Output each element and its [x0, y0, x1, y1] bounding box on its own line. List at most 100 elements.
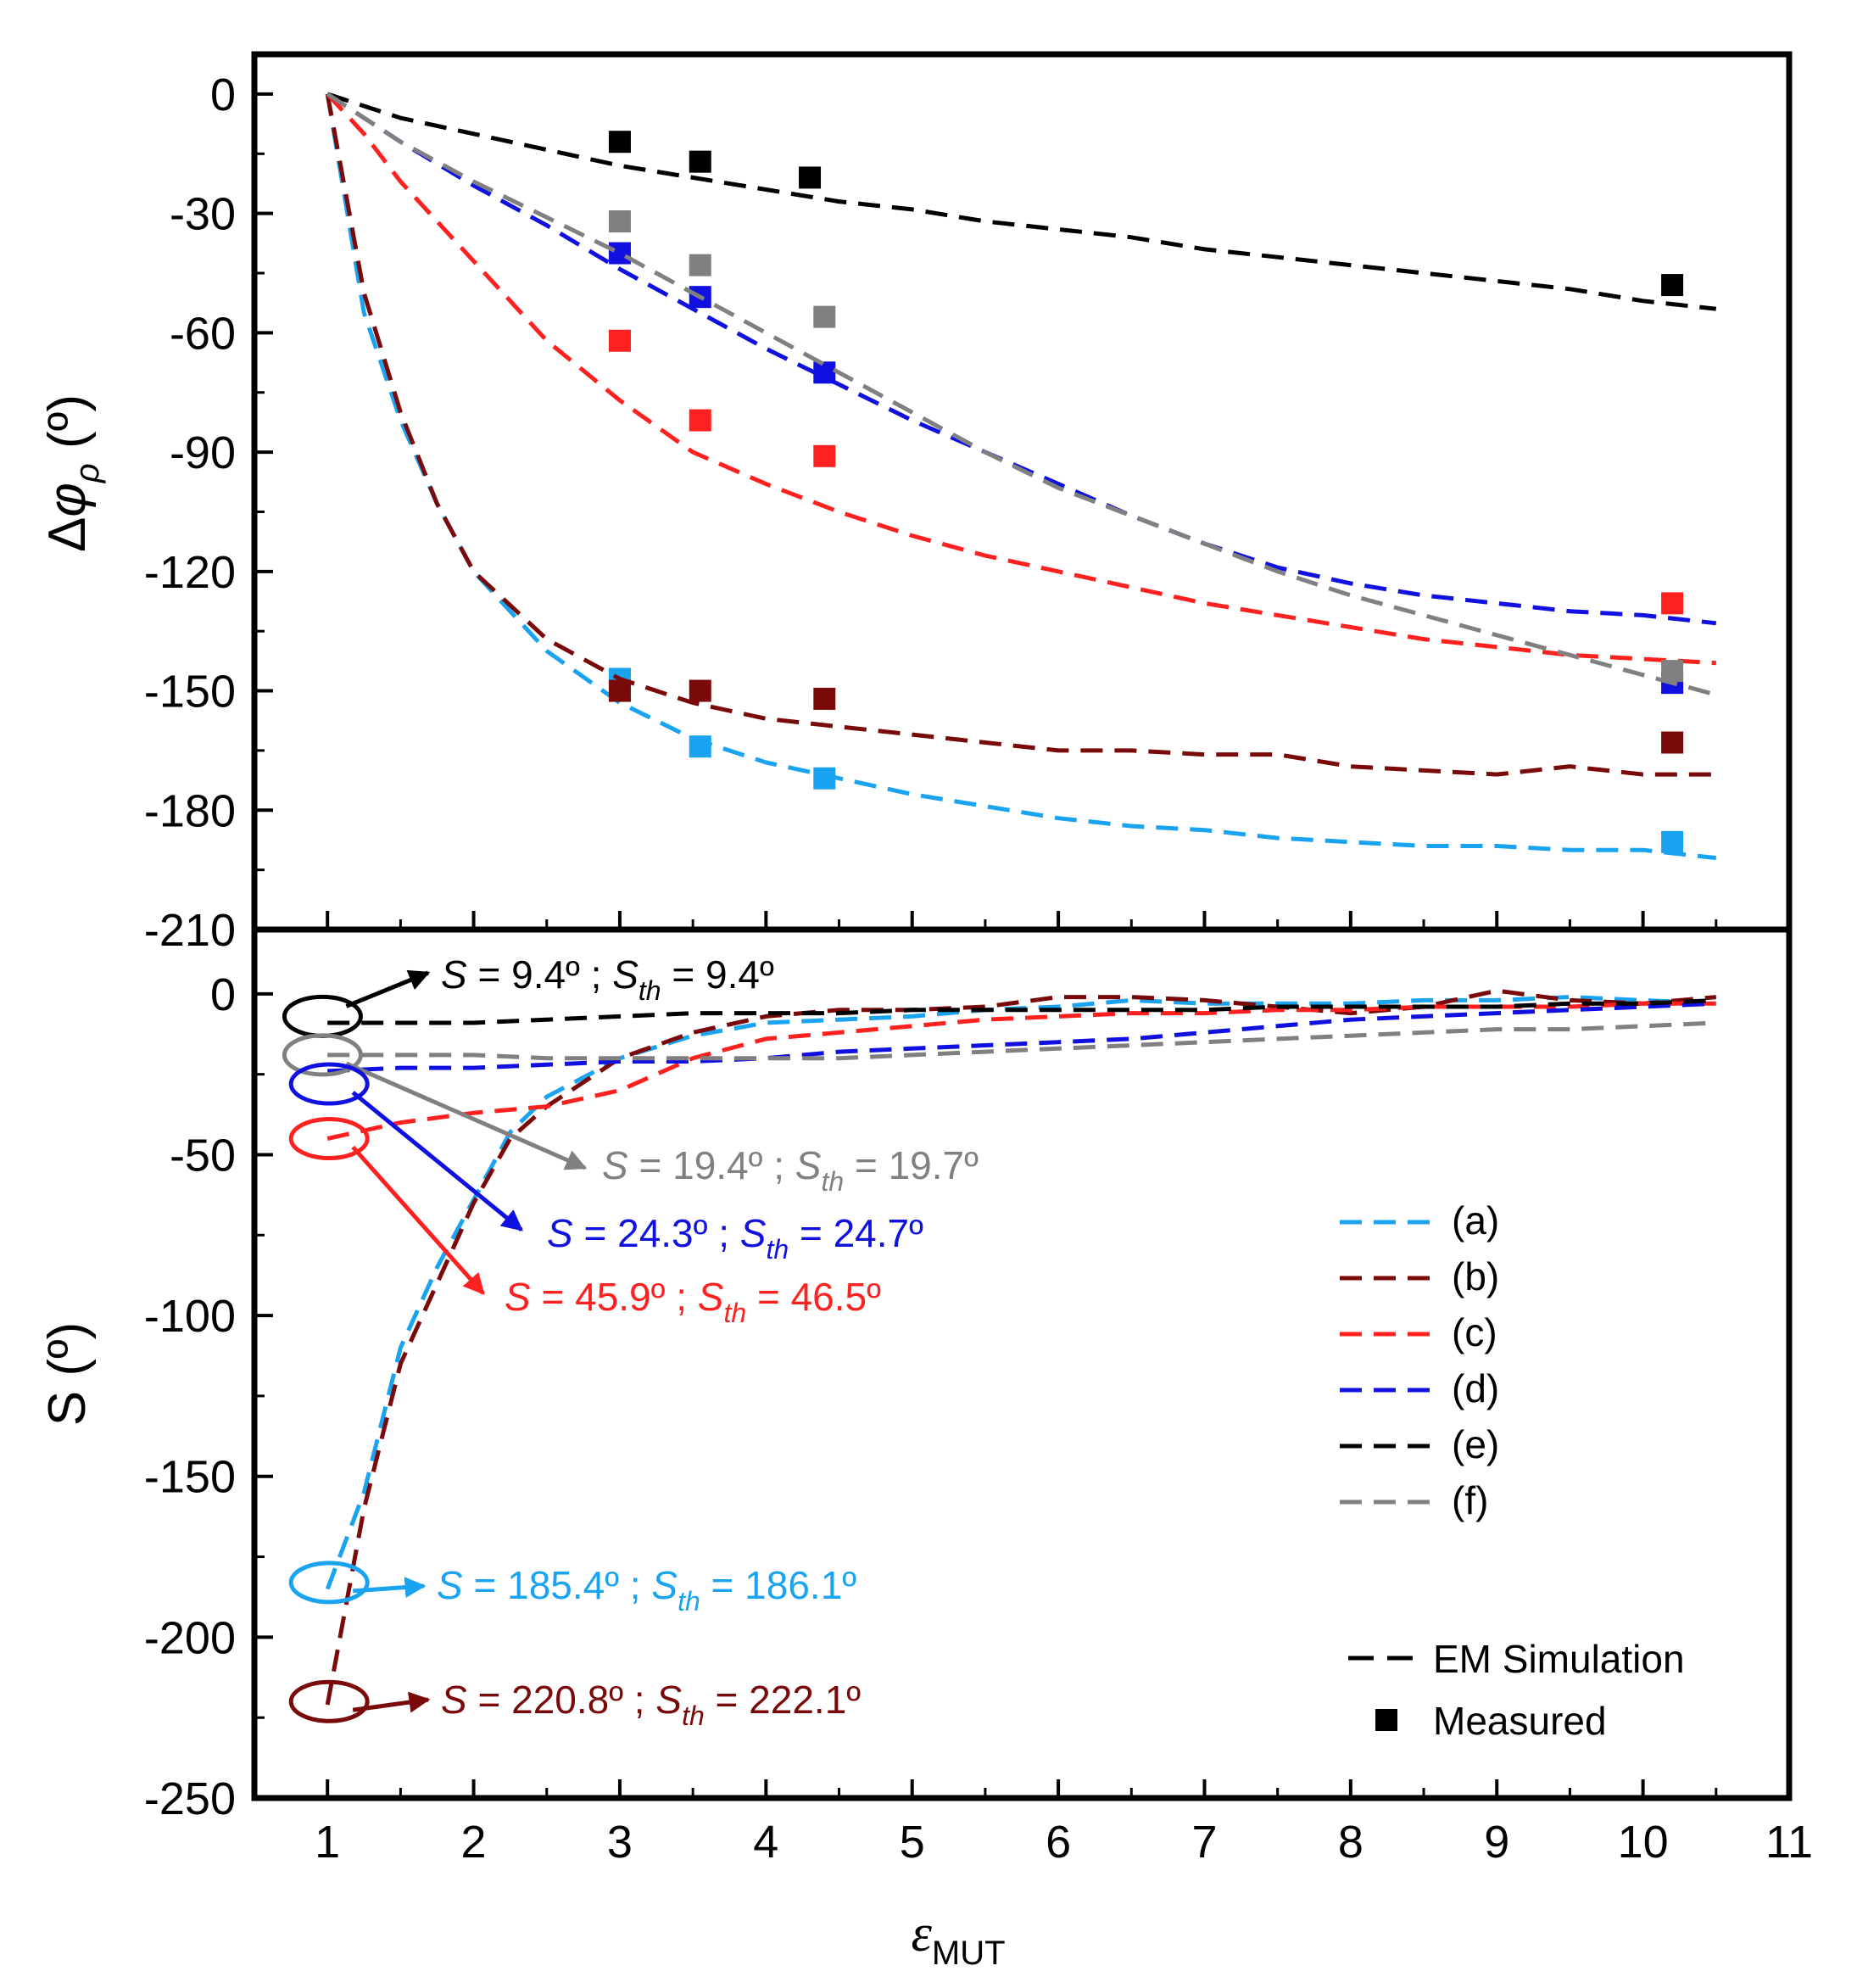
- legend-meas-label: Measured: [1433, 1699, 1607, 1743]
- bottom-y-tick-label: -50: [170, 1130, 236, 1181]
- annotation-S-symbol: S: [547, 1211, 573, 1255]
- top-measured-point-d: [813, 361, 836, 384]
- annotation-S-value: = 9.4º ;: [467, 952, 613, 997]
- annotation-S-value: = 24.3º ;: [573, 1211, 740, 1255]
- annotation-Sth-subscript: th: [766, 1234, 789, 1265]
- legend-sim-label: EM Simulation: [1433, 1637, 1685, 1681]
- top-measured-point-e: [608, 131, 631, 154]
- top-panel: 0 -30 -60 -90 -120 -150 -180 -210: [144, 51, 1793, 956]
- top-measured-point-b: [689, 679, 711, 702]
- legend-meas-swatch: [1375, 1709, 1397, 1731]
- annotation-Sth-symbol: S: [698, 1275, 724, 1319]
- top-sim-line-b: [325, 93, 1716, 777]
- top-measured-point-c: [813, 444, 836, 467]
- annotation-Sth-symbol: S: [795, 1143, 822, 1187]
- top-measured-point-b: [1661, 731, 1684, 754]
- top-y-tick-label: -120: [144, 547, 236, 598]
- top-y-tick-label: -90: [170, 427, 236, 478]
- ylabel-rho: ρ: [69, 463, 106, 483]
- annotation-Sth-symbol: S: [655, 1678, 682, 1722]
- top-y-tick-label: -180: [144, 785, 236, 836]
- annotation-label-c: S = 45.9º ; Sth = 46.5º: [505, 1275, 881, 1328]
- top-measured-point-c: [608, 329, 631, 352]
- x-axis-label: εMUT: [911, 1905, 1005, 1972]
- x-tick-label: 7: [1191, 1817, 1217, 1868]
- top-measured-point-e: [799, 166, 822, 189]
- top-measured-point-a: [689, 735, 711, 758]
- top-y-tick-label: 0: [210, 70, 236, 120]
- bottom-plot-frame: [251, 926, 1793, 1801]
- annotation-label-d: S = 24.3º ; Sth = 24.7º: [547, 1211, 923, 1265]
- top-measured-point-e: [689, 150, 711, 173]
- annotation-Sth-subscript: th: [682, 1700, 705, 1731]
- annotation-ellipse-d: [288, 1062, 370, 1106]
- legend-label-d: (d): [1452, 1366, 1499, 1410]
- x-tick-label: 10: [1618, 1817, 1669, 1868]
- x-tick-label: 1: [315, 1817, 340, 1868]
- bottom-y-axis-label: S (º): [38, 1322, 97, 1427]
- annotation-Sth-subscript: th: [639, 975, 661, 1006]
- top-y-tick-label: -60: [170, 308, 236, 359]
- annotation-Sth-symbol: S: [740, 1211, 767, 1255]
- annotation-Sth-subscript: th: [723, 1298, 746, 1328]
- annotation-Sth-subscript: th: [821, 1166, 844, 1197]
- annotation-Sth-value: = 19.7º: [844, 1143, 979, 1187]
- annotation-ellipse-b: [288, 1679, 370, 1723]
- bottom-panel: 0 -50 -100 -150 -200 -250 1 2 3 4 5 6 7 8 9 10 11 S = 9.4…: [144, 926, 1813, 1868]
- x-tick-label: 3: [607, 1817, 633, 1868]
- annotation-label-b: S = 220.8º ; Sth = 222.1º: [441, 1678, 861, 1731]
- top-y-tick-label: -210: [144, 905, 236, 956]
- x-tick-label: 9: [1484, 1817, 1509, 1868]
- top-sim-line-f: [326, 92, 1717, 697]
- annotation-Sth-subscript: th: [678, 1586, 700, 1617]
- legend-label-a: (a): [1452, 1198, 1499, 1242]
- x-tick-label: 5: [900, 1817, 925, 1868]
- bottom-y-tick-label: -150: [144, 1452, 236, 1503]
- top-measured-point-b: [608, 679, 631, 702]
- x-tick-label: 6: [1046, 1817, 1071, 1868]
- annotation-label-e: S = 9.4º ; Sth = 9.4º: [441, 952, 774, 1006]
- top-y-axis-label: Δφρ (º): [38, 394, 106, 552]
- legend-label-f: (f): [1452, 1478, 1488, 1522]
- bottom-sim-line-f: [327, 1020, 1716, 1061]
- top-y-tick-label: -150: [144, 667, 236, 718]
- x-tick-label: 11: [1765, 1817, 1813, 1868]
- bottom-y-tick-label: -100: [144, 1291, 236, 1342]
- top-measured-point-c: [1661, 592, 1684, 615]
- top-measured-point-c: [689, 409, 711, 432]
- annotation-ellipse-c: [288, 1117, 370, 1161]
- annotation-ellipse-a: [288, 1561, 370, 1605]
- annotation-ellipse-f: [282, 1033, 363, 1077]
- top-measured-point-a: [1661, 830, 1684, 853]
- annotation-Sth-value: = 46.5º: [746, 1275, 881, 1319]
- top-measured-point-d: [608, 242, 631, 265]
- top-measured-point-f: [813, 305, 836, 328]
- annotation-Sth-value: = 9.4º: [661, 952, 774, 997]
- x-tick-label: 4: [753, 1817, 778, 1868]
- annotation-Sth-value: = 186.1º: [700, 1563, 857, 1607]
- annotation-Sth-value: = 24.7º: [789, 1211, 923, 1255]
- annotation-arrow-e: [345, 969, 431, 1008]
- bottom-sim-line-e: [327, 997, 1716, 1025]
- top-sim-line-c: [326, 92, 1716, 666]
- annotation-S-value: = 45.9º ;: [531, 1275, 698, 1319]
- top-measured-point-e: [1661, 274, 1684, 297]
- annotation-S-symbol: S: [437, 1563, 463, 1607]
- bottom-sim-line-d: [327, 1001, 1716, 1074]
- annotation-S-value: = 220.8º ;: [467, 1678, 656, 1722]
- legend-label-c: (c): [1452, 1310, 1497, 1354]
- ylabel-delta: Δ: [38, 517, 97, 552]
- ylabel-phi: φ: [38, 483, 97, 517]
- bottom-y-tick-label: 0: [210, 969, 236, 1020]
- annotation-S-value: = 19.4º ;: [628, 1143, 795, 1187]
- xlabel-epsilon: ε: [911, 1905, 932, 1963]
- top-sim-line-e: [326, 92, 1717, 311]
- bottom-y-tick-label: -250: [144, 1773, 236, 1824]
- ylabel-unit: (º): [38, 394, 97, 463]
- top-measured-point-f: [608, 210, 631, 233]
- xlabel-subscript: MUT: [932, 1935, 1006, 1972]
- x-tick-label: 2: [461, 1817, 487, 1868]
- annotation-S-symbol: S: [441, 952, 467, 997]
- annotation-S-value: = 185.4º ;: [463, 1563, 652, 1607]
